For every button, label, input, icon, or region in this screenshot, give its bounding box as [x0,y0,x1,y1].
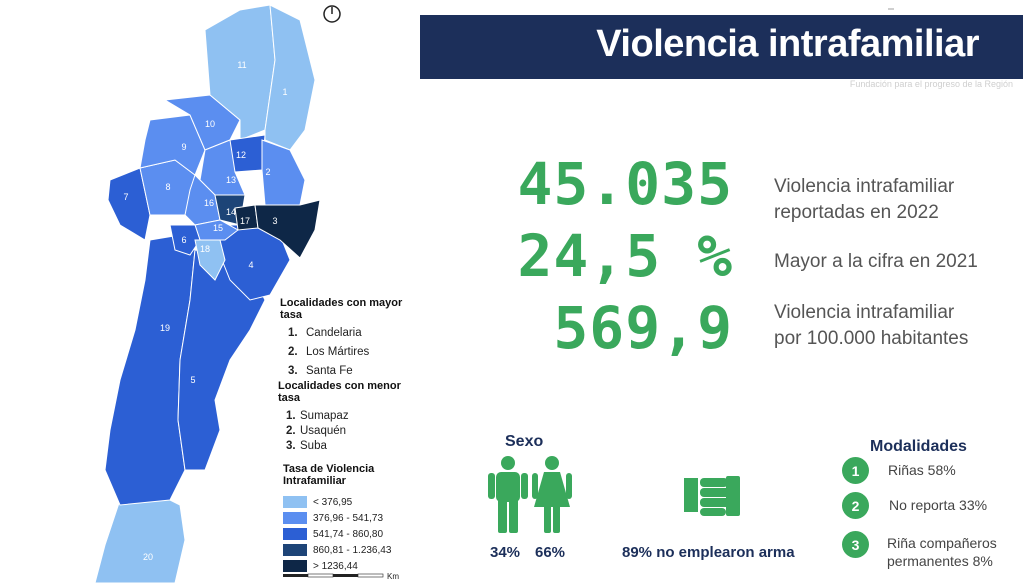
legend-menor-title: Localidades con menor tasa [278,380,401,404]
modalidad-item: Riñas 58% [888,462,956,478]
map-label-10: 10 [205,119,215,129]
header-subtitle: Fundación para el progreso de la Región [849,79,1013,89]
km-scale-bar: Km [283,572,399,581]
locality-1 [264,4,316,151]
scale-item: < 376,95 [283,494,391,510]
map-label-4: 4 [248,260,253,270]
map-label-12: 12 [236,150,246,160]
bogota-localities-map: 1 2 3 4 5 6 7 8 9 10 11 12 13 14 15 16 1… [94,4,321,583]
scale-swatch [283,528,307,540]
stat-value-increase: 24,5 % [517,222,733,290]
gender-figures [488,456,572,533]
stat-value-rate: 569,9 [553,294,733,362]
color-scale: < 376,95 376,96 - 541,73 541,74 - 860,80… [283,494,391,574]
legend-mayor-item: 2. Los Mártires [288,345,370,358]
scale-item: 541,74 - 860,80 [283,526,391,542]
map-label-9: 9 [181,142,186,152]
map-label-17: 17 [240,216,250,226]
legend-mayor-title: Localidades con mayor tasa [280,297,403,321]
legend-menor-item: 2. Usaquén [286,424,347,437]
male-percentage: 34% [490,544,521,561]
legend-menor-item: 1. Sumapaz [286,409,349,422]
male-figure-icon [488,456,528,533]
scale-item: > 1236,44 [283,558,391,574]
legend-mayor-item: 1. Candelaria [288,326,362,339]
fist-icon [684,476,740,516]
map-label-5: 5 [190,375,195,385]
scale-item: 860,81 - 1.236,43 [283,542,391,558]
locality-20 [94,494,186,583]
legend-mayor-list: 1. Candelaria 2. Los Mártires 3. Santa Fe [288,323,369,380]
map-label-19: 19 [160,323,170,333]
scale-item: 376,96 - 541,73 [283,510,391,526]
stat-value-reports: 45.035 [517,150,733,218]
map-label-7: 7 [123,192,128,202]
map-label-14: 14 [226,207,236,217]
map-label-13: 13 [226,175,236,185]
page-title: Violencia intrafamiliar [596,23,979,65]
stat-desc-rate: Violencia intrafamiliar por 100.000 habi… [774,302,969,349]
modalidad-item: No reporta 33% [889,497,988,513]
female-figure-icon [532,456,572,533]
modalidad-item: Riña compañeros permanentes 8% [887,535,997,569]
map-label-1: 1 [282,87,287,97]
banner-tick [888,8,894,10]
map-label-18: 18 [200,244,210,254]
scale-swatch [283,512,307,524]
map-label-15: 15 [213,223,223,233]
legend-menor-item: 3. Suba [286,439,327,452]
scale-title: Tasa de Violencia Intrafamiliar [283,463,375,487]
modalidades-title: Modalidades [870,438,967,455]
no-weapon-stat: 89% no emplearon arma [622,544,795,561]
modalidad-number: 3 [842,531,869,558]
map-label-16: 16 [204,198,214,208]
map-label-11: 11 [237,60,246,70]
legend-mayor-item: 3. Santa Fe [288,364,353,377]
km-label: Km [387,572,399,581]
legend-menor-list: 1. Sumapaz 2. Usaquén 3. Suba [286,408,349,453]
locality-6 [169,224,201,256]
modalidad-number: 2 [842,492,869,519]
map-label-3: 3 [272,216,277,226]
scale-swatch [283,496,307,508]
header-banner: Violencia intrafamiliar [420,15,1023,79]
female-percentage: 66% [535,544,566,561]
map-label-6: 6 [181,235,186,245]
map-label-2: 2 [265,167,270,177]
locality-18 [194,239,226,281]
sexo-title: Sexo [505,433,544,450]
map-label-8: 8 [165,182,170,192]
stat-desc-reports: Violencia intrafamiliar reportadas en 20… [774,176,955,223]
map-label-20: 20 [143,552,153,562]
locality-3 [254,199,321,259]
scale-swatch [283,560,307,572]
stat-desc-increase: Mayor a la cifra en 2021 [774,251,978,272]
compass-icon [323,5,341,23]
modalidad-number: 1 [842,457,869,484]
scale-swatch [283,544,307,556]
